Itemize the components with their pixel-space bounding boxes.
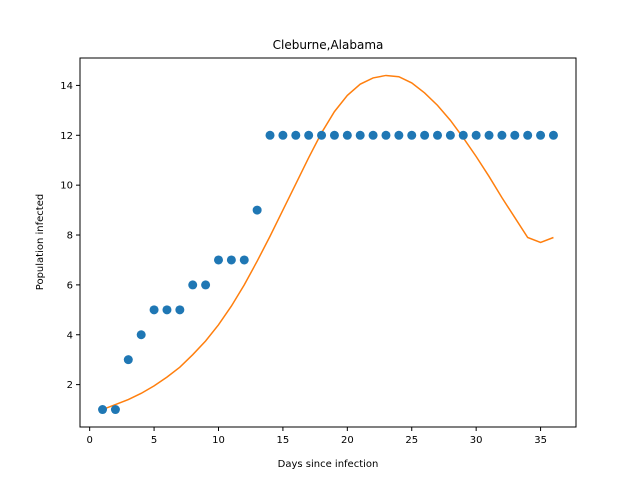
data-point [484,130,494,140]
x-tick-label: 10 [212,435,225,446]
y-tick-label: 8 [67,231,73,242]
data-point [226,255,236,265]
y-tick-label: 10 [60,181,73,192]
data-point [420,130,430,140]
y-tick-label: 4 [67,330,73,341]
data-point [342,130,352,140]
data-point [188,280,198,290]
x-tick-label: 5 [151,435,157,446]
data-point [445,130,455,140]
data-point [252,205,262,215]
y-axis-ticks: 2 4 6 8 10 12 14 [60,81,80,391]
x-tick-label: 15 [277,435,290,446]
data-point [304,130,314,140]
y-tick-label: 12 [60,131,73,142]
data-point [381,130,391,140]
x-axis-ticks: 0 5 10 15 20 25 30 35 [86,427,547,446]
data-point [265,130,275,140]
data-point [175,305,185,315]
data-point [433,130,443,140]
y-tick-label: 2 [67,380,73,391]
data-point [394,130,404,140]
data-point [510,130,520,140]
data-point [523,130,533,140]
data-point [239,255,249,265]
data-point [98,405,108,415]
plot-marks [98,74,558,415]
data-point [368,130,378,140]
fit-line [102,74,554,411]
data-point [291,130,301,140]
data-point [278,130,288,140]
x-tick-label: 0 [86,435,92,446]
x-tick-label: 30 [470,435,483,446]
chart-title: Cleburne,Alabama [273,38,384,52]
y-tick-label: 6 [67,280,73,291]
data-point [136,330,146,340]
data-point [123,355,133,365]
data-point [355,130,365,140]
x-tick-label: 25 [405,435,418,446]
data-point [201,280,211,290]
data-point [458,130,468,140]
data-point [213,255,223,265]
y-tick-label: 14 [60,81,73,92]
data-point [548,130,558,140]
x-tick-label: 35 [534,435,547,446]
data-point [536,130,546,140]
data-point [329,130,339,140]
data-point [317,130,327,140]
data-point [149,305,159,315]
axes-frame [79,57,577,428]
x-axis-label: Days since infection [278,459,379,470]
x-tick-label: 20 [341,435,354,446]
data-point [471,130,481,140]
data-point [110,405,120,415]
data-point [407,130,417,140]
y-axis-label: Population infected [35,194,46,290]
data-point [497,130,507,140]
data-point [162,305,172,315]
